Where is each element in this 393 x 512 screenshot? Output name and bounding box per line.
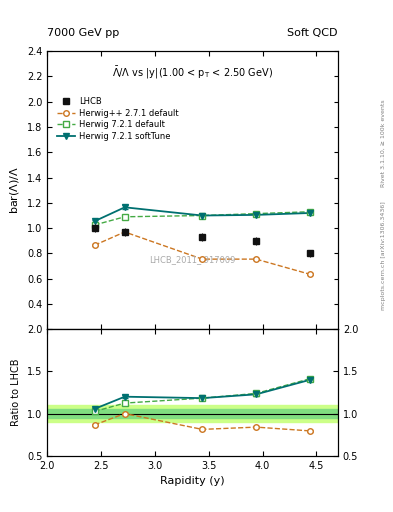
Text: mcplots.cern.ch [arXiv:1306.3436]: mcplots.cern.ch [arXiv:1306.3436] bbox=[381, 202, 386, 310]
Text: Soft QCD: Soft QCD bbox=[288, 28, 338, 38]
Y-axis label: bar($\Lambda$)/$\Lambda$: bar($\Lambda$)/$\Lambda$ bbox=[8, 166, 21, 214]
Text: $\bar{\Lambda}/\Lambda$ vs |y|(1.00 < p$_{\rm T}$ < 2.50 GeV): $\bar{\Lambda}/\Lambda$ vs |y|(1.00 < p$… bbox=[112, 65, 273, 81]
Legend: LHCB, Herwig++ 2.7.1 default, Herwig 7.2.1 default, Herwig 7.2.1 softTune: LHCB, Herwig++ 2.7.1 default, Herwig 7.2… bbox=[57, 97, 178, 141]
Bar bbox=[47, 405, 338, 422]
Y-axis label: Ratio to LHCB: Ratio to LHCB bbox=[11, 359, 21, 426]
Bar bbox=[47, 409, 338, 418]
Text: 7000 GeV pp: 7000 GeV pp bbox=[47, 28, 119, 38]
Text: Rivet 3.1.10, ≥ 100k events: Rivet 3.1.10, ≥ 100k events bbox=[381, 99, 386, 187]
Text: LHCB_2011_I917009: LHCB_2011_I917009 bbox=[149, 255, 236, 264]
X-axis label: Rapidity (y): Rapidity (y) bbox=[160, 476, 225, 486]
